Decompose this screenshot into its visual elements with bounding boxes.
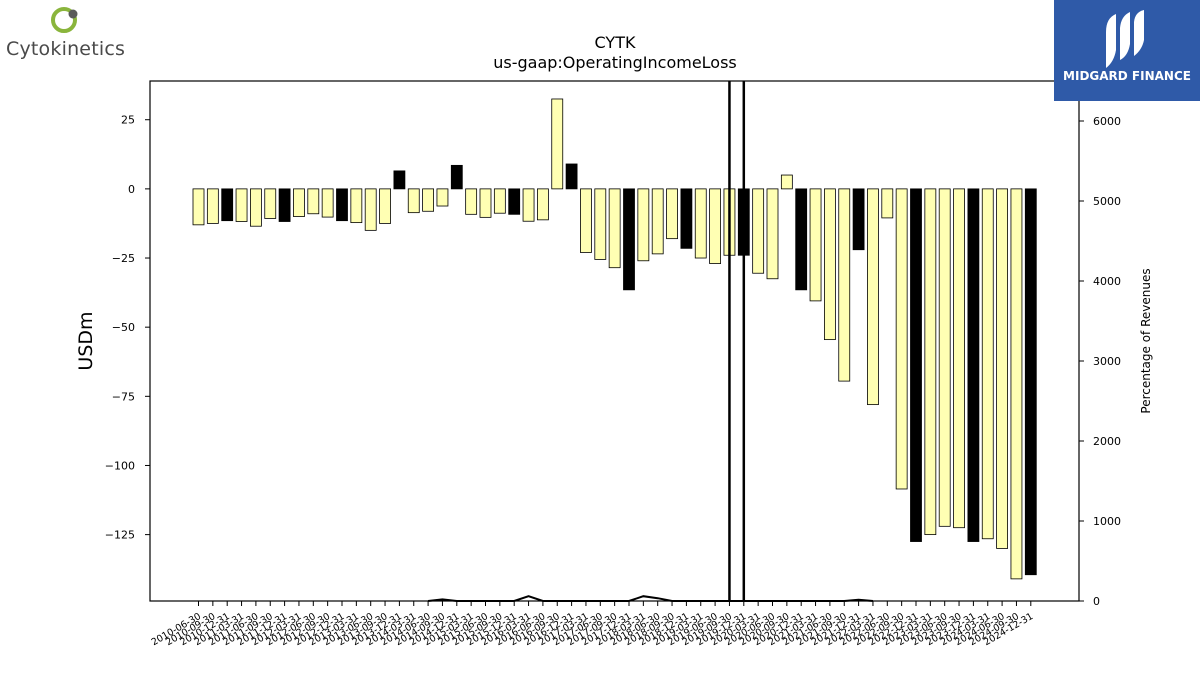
bar-2011-12-31 <box>278 188 291 222</box>
vertical-markers <box>728 81 746 601</box>
bar-2022-06-30 <box>881 188 894 219</box>
midgard-logo: MIDGARD FINANCE <box>1054 0 1200 101</box>
chart-title: CYTK <box>595 33 636 52</box>
bar-2018-06-30 <box>651 188 664 255</box>
y2-tick-label: 3000 <box>1093 355 1121 368</box>
bar-2014-03-31 <box>407 188 420 214</box>
bar-2018-03-31 <box>637 188 650 262</box>
bar-2011-06-30 <box>249 188 262 227</box>
bar-2023-09-30 <box>953 188 965 529</box>
bar-2021-09-30 <box>838 188 851 382</box>
y-tick-label: 0 <box>128 183 135 196</box>
midgard-logo-icon <box>1106 10 1144 68</box>
bar-2022-03-31 <box>867 188 879 406</box>
bar-2013-03-31 <box>350 188 363 224</box>
y2-tick-label: 4000 <box>1093 275 1121 288</box>
bar-2014-12-31 <box>450 164 463 190</box>
bar-2020-06-30 <box>766 188 779 280</box>
bar-2021-03-31 <box>809 188 822 302</box>
bar-2018-09-30 <box>666 188 678 240</box>
y2-tick-label: 5000 <box>1093 195 1121 208</box>
y-tick-label: −100 <box>105 459 135 472</box>
x-axis: 2010-06-302010-09-302010-12-312011-03-31… <box>150 601 1035 648</box>
y2-tick-label: 0 <box>1093 595 1100 608</box>
bar-2019-06-30 <box>709 188 721 264</box>
pct-revenue-series <box>427 595 874 602</box>
bar-2022-12-31 <box>910 188 922 542</box>
bar-2017-09-30 <box>608 188 621 269</box>
bar-2017-03-31 <box>580 188 592 253</box>
bar-2014-09-30 <box>436 188 449 207</box>
y2-tick-label: 2000 <box>1093 435 1121 448</box>
bar-2024-12-31 <box>1024 188 1037 576</box>
bar-2022-09-30 <box>895 188 908 490</box>
bar-2017-06-30 <box>594 188 607 260</box>
bar-2010-09-30 <box>206 188 219 224</box>
bar-2017-12-31 <box>623 188 635 291</box>
bar-2013-06-30 <box>364 188 377 231</box>
bar-2016-06-30 <box>537 188 549 221</box>
bar-2011-03-31 <box>235 188 248 222</box>
cytokinetics-name: Cytokinetics <box>6 38 126 60</box>
bar-2023-03-31 <box>924 188 937 536</box>
pct-revenue-line <box>427 595 874 602</box>
cytokinetics-logo-icon <box>51 7 78 33</box>
bar-2010-06-30 <box>192 188 205 226</box>
bar-2012-12-31 <box>336 188 348 222</box>
bar-2015-06-30 <box>479 188 492 218</box>
y2-tick-label: 6000 <box>1093 115 1121 128</box>
bar-2024-06-30 <box>996 188 1008 549</box>
y-tick-label: −25 <box>112 252 135 265</box>
bar-2023-12-31 <box>967 188 980 542</box>
y-axis: 25 0 −25 −50 −75 −100 −125 <box>105 114 150 542</box>
bar-2021-12-31 <box>852 188 865 251</box>
bar-series <box>192 98 1037 580</box>
y-tick-label: −125 <box>105 529 135 542</box>
y-tick-label: −75 <box>112 390 135 403</box>
y2-tick-label: 1000 <box>1093 515 1121 528</box>
bar-2015-09-30 <box>493 188 506 214</box>
bar-2024-09-30 <box>1010 188 1023 580</box>
bar-2016-09-30 <box>551 98 564 190</box>
bar-2012-06-30 <box>307 188 320 215</box>
bar-2013-09-30 <box>379 188 391 224</box>
bar-2021-06-30 <box>824 188 836 341</box>
bar-2024-03-31 <box>981 188 994 540</box>
bar-2012-09-30 <box>321 188 334 218</box>
y-tick-label: −50 <box>112 321 135 334</box>
bar-2018-12-31 <box>680 188 693 249</box>
y2-axis: 0 1000 2000 3000 4000 5000 6000 <box>1079 115 1121 608</box>
bar-2015-03-31 <box>465 188 478 215</box>
plot-frame <box>149 80 1080 602</box>
bar-2019-03-31 <box>694 188 707 259</box>
y2-axis-label: Percentage of Revenues <box>1139 268 1153 413</box>
bar-2014-06-30 <box>422 188 435 212</box>
y-axis-label: USDm <box>75 311 97 370</box>
bar-2020-12-31 <box>795 188 808 291</box>
cytokinetics-logo: Cytokinetics <box>4 4 134 64</box>
chart-subtitle: us-gaap:OperatingIncomeLoss <box>493 53 737 72</box>
bar-2020-03-31 <box>752 188 765 274</box>
bar-2023-06-30 <box>938 188 951 527</box>
bar-2016-12-31 <box>565 163 578 190</box>
bar-2012-03-31 <box>293 188 305 217</box>
bar-2016-03-31 <box>522 188 535 222</box>
bar-2015-12-31 <box>508 188 521 215</box>
bar-2020-09-30 <box>780 174 793 190</box>
y-tick-label: 25 <box>121 114 135 127</box>
bar-2013-12-31 <box>393 170 406 190</box>
midgard-name: MIDGARD FINANCE <box>1063 69 1191 83</box>
bar-2011-09-30 <box>264 188 277 219</box>
bar-2010-12-31 <box>221 188 234 222</box>
